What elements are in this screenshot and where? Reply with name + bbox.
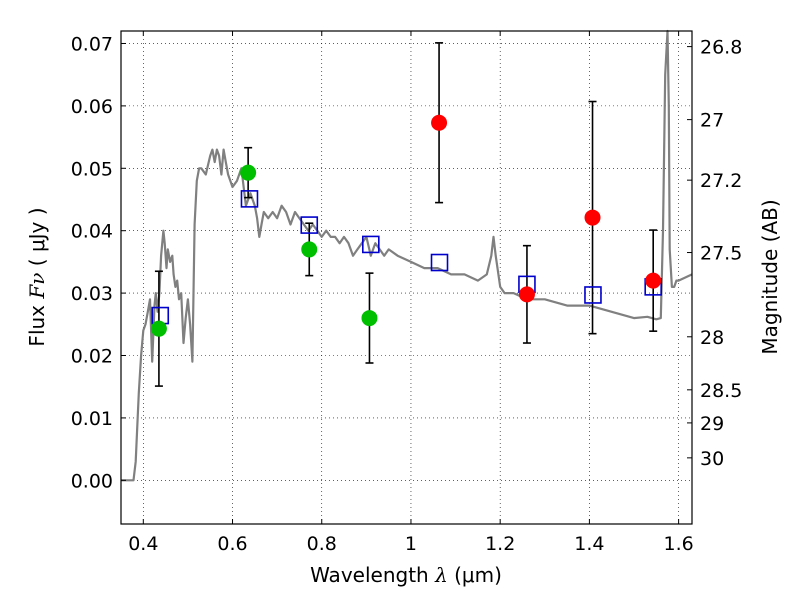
model-square-point <box>584 286 602 304</box>
model-square-point <box>362 235 380 254</box>
y-tick-label: 0.06 <box>71 96 113 118</box>
y-tick-label: 0.04 <box>71 221 113 243</box>
red-data-point <box>584 209 601 226</box>
green-data-point <box>150 320 167 337</box>
x-axis-label: Wavelength λ (μm) <box>310 563 502 587</box>
x-tick-label: 1.2 <box>485 533 515 555</box>
plot-frame <box>120 30 693 525</box>
y-axis-label: Flux Fν ( μJy ) <box>25 207 49 346</box>
y2-tick-label: 27 <box>700 110 724 132</box>
y2-tick-label: 29 <box>700 413 724 435</box>
red-data-point <box>645 272 662 289</box>
green-data-point <box>301 241 318 258</box>
x-tick-label: 1.4 <box>574 533 604 555</box>
y2-tick-label: 26.8 <box>700 37 742 59</box>
model-square-point <box>300 216 319 234</box>
x-tick-label: 1 <box>405 533 417 555</box>
y2-axis-label: Magnitude (AB) <box>758 199 782 354</box>
y-tick-label: 0.01 <box>71 408 113 430</box>
spectrum-curve <box>121 29 693 482</box>
y2-tick-label: 27.2 <box>700 170 742 192</box>
axis-ticks: 0.4 0.6 0.8 1 1.2 1.4 1.6 0.00 0.01 0.02 0.03 0.04 0… <box>71 31 742 555</box>
spectrum-line <box>121 29 693 482</box>
red-data-point <box>431 114 448 131</box>
data-markers <box>150 42 662 387</box>
model-square-point <box>430 253 449 272</box>
y2-tick-label: 27.5 <box>700 243 742 265</box>
y2-tick-label: 28 <box>700 327 724 349</box>
y-tick-label: 0.03 <box>71 283 113 305</box>
model-square-point <box>240 190 259 208</box>
x-tick-label: 1.6 <box>664 533 694 555</box>
y-tick-label: 0.02 <box>71 346 113 368</box>
y2-tick-label: 28.5 <box>700 380 742 402</box>
y-tick-label: 0.05 <box>71 158 113 180</box>
x-tick-label: 0.4 <box>128 533 158 555</box>
red-data-point <box>518 286 535 303</box>
y-tick-label: 0.07 <box>71 33 113 55</box>
green-data-point <box>240 164 257 181</box>
y-tick-label: 0.00 <box>71 470 113 492</box>
y2-tick-label: 30 <box>700 448 724 470</box>
x-tick-label: 0.6 <box>217 533 247 555</box>
green-data-point <box>361 310 378 327</box>
x-tick-label: 0.8 <box>307 533 337 555</box>
